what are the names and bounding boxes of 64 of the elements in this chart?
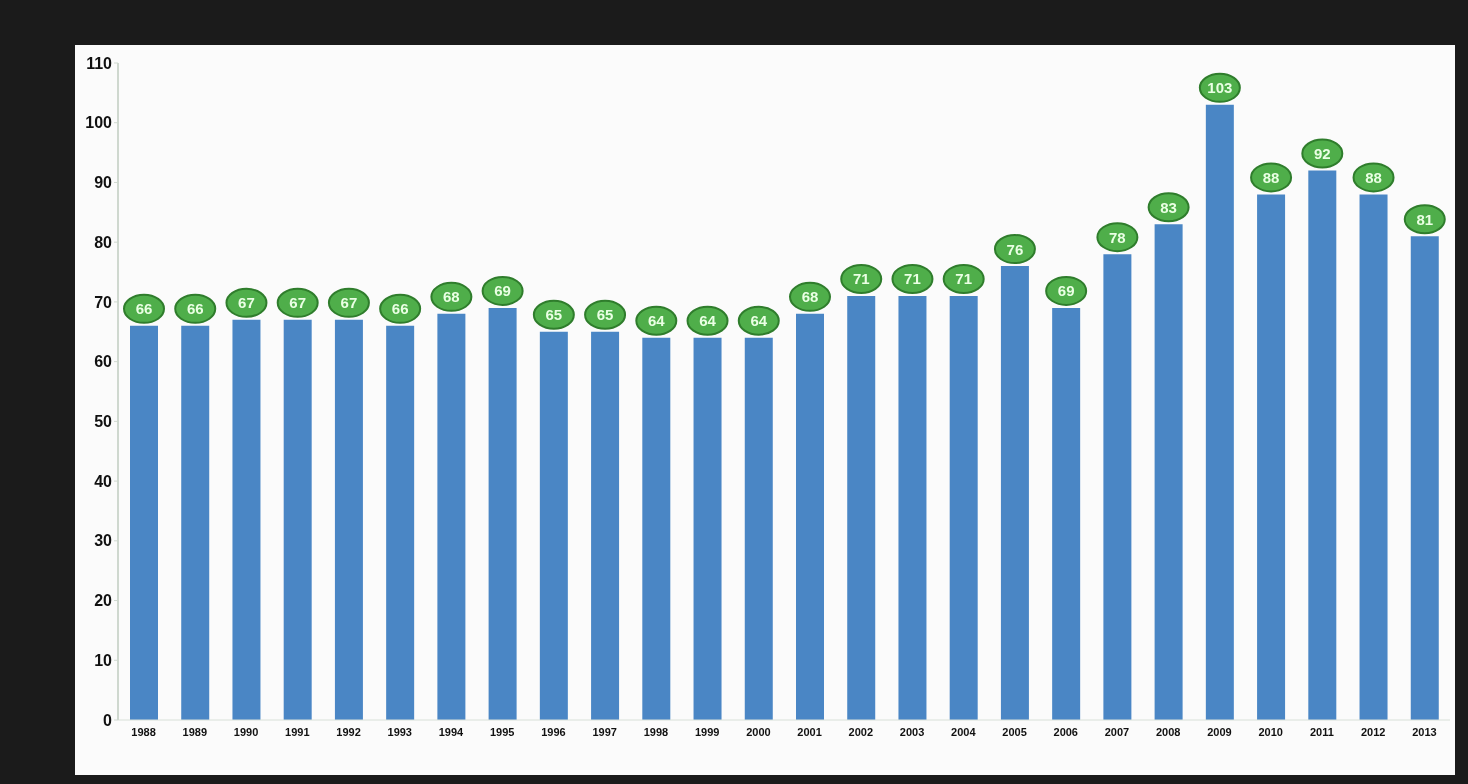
y-tick-label: 60 bbox=[94, 353, 113, 371]
x-tick-label: 2005 bbox=[1002, 725, 1027, 738]
x-tick-label: 1991 bbox=[285, 725, 310, 738]
y-tick-label: 110 bbox=[86, 54, 113, 72]
y-tick-label: 0 bbox=[103, 711, 113, 729]
x-tick-label: 1998 bbox=[643, 725, 669, 738]
x-tick-label: 2012 bbox=[1360, 725, 1386, 738]
data-label: 81 bbox=[1416, 210, 1434, 228]
x-tick-label: 1996 bbox=[541, 725, 566, 738]
data-label: 71 bbox=[904, 270, 921, 288]
data-label: 88 bbox=[1365, 168, 1382, 186]
y-tick-label: 40 bbox=[94, 472, 113, 490]
x-tick-label: 2001 bbox=[797, 725, 822, 738]
data-label: 68 bbox=[801, 288, 819, 306]
y-tick-label: 30 bbox=[94, 532, 113, 550]
x-tick-label: 1997 bbox=[592, 725, 617, 738]
y-tick-label: 90 bbox=[94, 174, 113, 192]
data-label: 66 bbox=[391, 300, 409, 318]
data-label: 65 bbox=[596, 306, 614, 324]
y-tick-label: 20 bbox=[94, 592, 113, 610]
x-tick-label: 2000 bbox=[746, 725, 771, 738]
x-tick-label: 1994 bbox=[438, 725, 465, 738]
data-label: 92 bbox=[1313, 145, 1331, 163]
x-tick-label: 1995 bbox=[489, 725, 515, 738]
data-label: 83 bbox=[1160, 198, 1177, 216]
data-label: 78 bbox=[1109, 228, 1126, 246]
x-tick-label: 1990 bbox=[233, 725, 259, 738]
data-label: 67 bbox=[340, 294, 358, 312]
data-label: 68 bbox=[443, 288, 460, 306]
x-tick-label: 1989 bbox=[182, 725, 208, 738]
y-tick-label: 70 bbox=[94, 293, 113, 311]
x-tick-label: 1999 bbox=[694, 725, 720, 738]
data-label: 76 bbox=[1006, 240, 1024, 258]
y-tick-label: 100 bbox=[85, 114, 113, 132]
x-tick-label: 2002 bbox=[848, 725, 874, 738]
data-label: 67 bbox=[238, 294, 255, 312]
data-label: 64 bbox=[750, 312, 768, 330]
data-label: 69 bbox=[1057, 282, 1075, 300]
x-tick-label: 2010 bbox=[1258, 725, 1283, 738]
data-label: 67 bbox=[289, 294, 307, 312]
data-label: 64 bbox=[647, 312, 666, 330]
x-tick-label: 2011 bbox=[1309, 725, 1334, 738]
x-tick-label: 2007 bbox=[1104, 725, 1130, 738]
x-tick-label: 2008 bbox=[1155, 725, 1181, 738]
data-label: 88 bbox=[1262, 168, 1280, 186]
x-tick-label: 2006 bbox=[1053, 725, 1079, 738]
x-tick-label: 2004 bbox=[951, 725, 977, 738]
data-label: 71 bbox=[852, 270, 870, 288]
data-label: 69 bbox=[494, 282, 511, 300]
x-tick-label: 1993 bbox=[387, 725, 413, 738]
y-tick-label: 10 bbox=[94, 651, 113, 669]
data-label: 103 bbox=[1207, 79, 1233, 97]
data-label: 66 bbox=[186, 300, 204, 318]
x-tick-label: 1988 bbox=[131, 725, 156, 738]
x-tick-label: 2013 bbox=[1412, 725, 1437, 738]
x-tick-label: 2009 bbox=[1207, 725, 1232, 738]
data-label: 66 bbox=[135, 300, 153, 318]
data-label: 65 bbox=[545, 306, 563, 324]
y-tick-label: 50 bbox=[94, 413, 113, 431]
x-tick-label: 1992 bbox=[336, 725, 361, 738]
data-label: 64 bbox=[699, 312, 717, 330]
data-label: 71 bbox=[955, 270, 973, 288]
y-tick-label: 80 bbox=[94, 233, 113, 251]
x-tick-label: 2003 bbox=[899, 725, 925, 738]
